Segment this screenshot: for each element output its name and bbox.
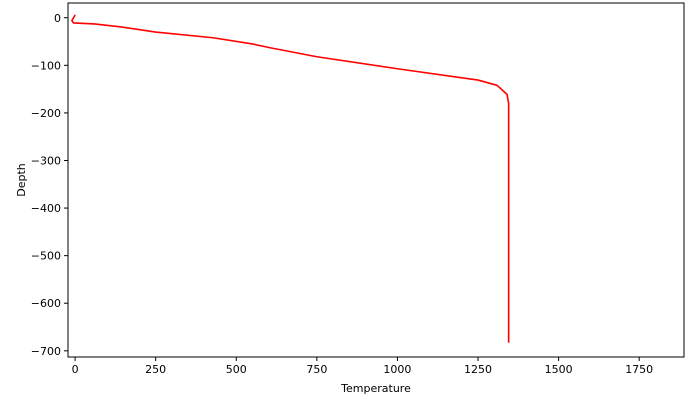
x-tick-label: 1500 xyxy=(545,363,573,376)
y-tick-label: −100 xyxy=(31,59,61,72)
y-tick-label: −400 xyxy=(31,202,61,215)
y-tick-label: −600 xyxy=(31,297,61,310)
x-tick-label: 750 xyxy=(306,363,327,376)
y-axis-label: Depth xyxy=(15,163,28,197)
x-axis-label: Temperature xyxy=(340,382,411,395)
y-tick-label: 0 xyxy=(54,12,61,25)
y-tick-label: −200 xyxy=(31,107,61,120)
x-tick-label: 1000 xyxy=(383,363,411,376)
x-tick-label: 1750 xyxy=(625,363,653,376)
x-tick-label: 1250 xyxy=(464,363,492,376)
x-tick-label: 0 xyxy=(72,363,79,376)
x-tick-label: 250 xyxy=(145,363,166,376)
axes-frame xyxy=(67,2,685,358)
y-tick-label: −300 xyxy=(31,154,61,167)
y-tick-label: −700 xyxy=(31,345,61,358)
data-line xyxy=(71,14,510,343)
x-tick-label: 500 xyxy=(226,363,247,376)
y-tick-label: −500 xyxy=(31,250,61,263)
